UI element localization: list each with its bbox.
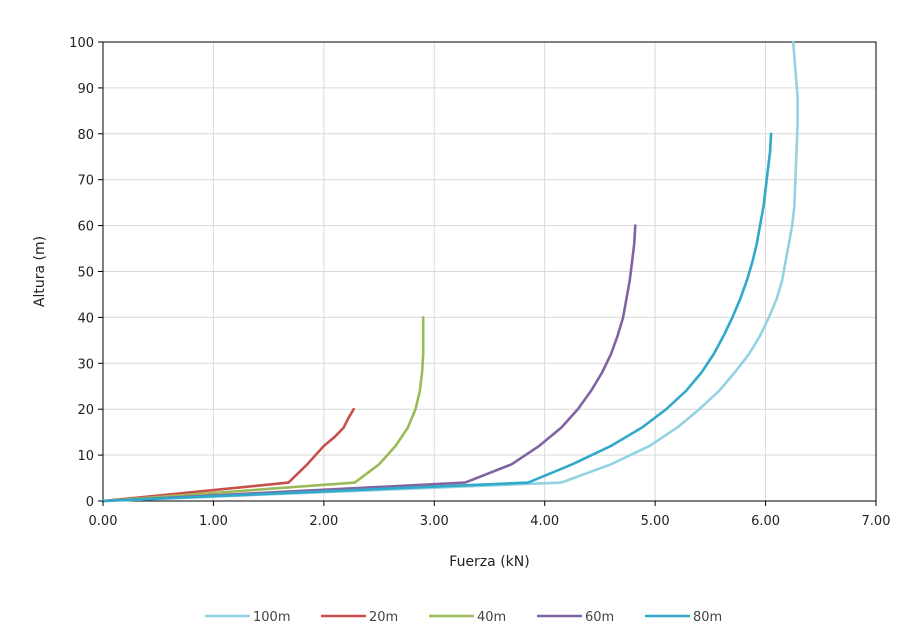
series-line-60m bbox=[101, 224, 637, 503]
y-tick-label: 0 bbox=[86, 495, 94, 510]
y-tick-label: 40 bbox=[77, 311, 94, 326]
x-tick-label: 4.00 bbox=[530, 514, 559, 529]
y-tick-label: 20 bbox=[77, 403, 94, 418]
x-tick-label: 5.00 bbox=[641, 514, 670, 529]
y-tick-label: 30 bbox=[77, 357, 94, 372]
legend-label-100m: 100m bbox=[253, 610, 290, 625]
x-tick-label: 0.00 bbox=[89, 514, 118, 529]
y-tick-label: 70 bbox=[77, 174, 94, 189]
x-tick-label: 3.00 bbox=[420, 514, 449, 529]
legend: 100m 20m 40m 60m 80m bbox=[205, 610, 722, 625]
y-tick-label: 60 bbox=[77, 220, 94, 235]
x-axis-title: Fuerza (kN) bbox=[449, 554, 529, 570]
y-axis-title: Altura (m) bbox=[32, 236, 48, 307]
x-tick-label: 7.00 bbox=[862, 514, 891, 529]
y-tick-label: 10 bbox=[77, 449, 94, 464]
legend-label-60m: 60m bbox=[585, 610, 614, 625]
series-lines bbox=[101, 40, 799, 503]
x-tick-label: 1.00 bbox=[199, 514, 228, 529]
y-tick-label: 100 bbox=[69, 36, 94, 51]
y-tick-label: 90 bbox=[77, 82, 94, 97]
x-tick-label: 6.00 bbox=[751, 514, 780, 529]
y-axis-ticks: 0 10 20 30 40 50 60 70 80 90 100 bbox=[69, 36, 103, 510]
legend-label-80m: 80m bbox=[693, 610, 722, 625]
grid-lines bbox=[103, 42, 876, 501]
series-line-100m bbox=[101, 40, 799, 503]
legend-label-20m: 20m bbox=[369, 610, 398, 625]
legend-label-40m: 40m bbox=[477, 610, 506, 625]
y-tick-label: 50 bbox=[77, 266, 94, 281]
x-tick-label: 2.00 bbox=[309, 514, 338, 529]
series-line-20m bbox=[101, 407, 355, 503]
y-tick-label: 80 bbox=[77, 128, 94, 143]
series-line-80m bbox=[101, 132, 773, 503]
series-line-40m bbox=[101, 316, 425, 503]
x-axis-ticks: 0.00 1.00 2.00 3.00 4.00 5.00 6.00 7.00 bbox=[89, 501, 891, 529]
